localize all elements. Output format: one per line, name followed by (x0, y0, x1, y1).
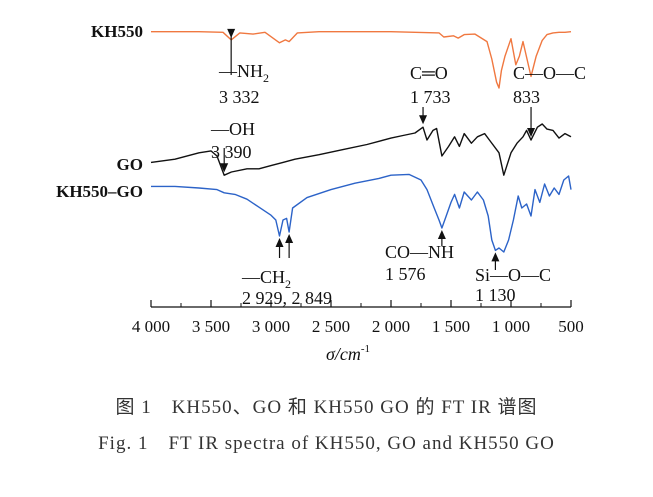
peak-group-label: —NH2 (218, 61, 269, 85)
x-tick-label: 3 000 (252, 317, 290, 336)
peak-wavenumber-label: 1 576 (385, 264, 426, 284)
x-axis: 4 000 3 500 3 000 2 500 2 000 1 500 1 000 500 (132, 300, 584, 336)
peak-wavenumber-label: 1 130 (475, 285, 516, 305)
series-label-2: GO (117, 155, 143, 174)
x-tick-label: 1 000 (492, 317, 530, 336)
peak-wavenumber-label: 2 929, 2 849 (242, 288, 332, 308)
peak-group-label: C—O—C (513, 63, 586, 83)
peak-group-label: —OH (210, 119, 255, 139)
x-tick-label: 500 (558, 317, 584, 336)
figure-caption-english: Fig. 1 FT IR spectra of KH550, GO and KH… (98, 433, 555, 454)
series-label-1: KH550 (91, 22, 143, 41)
peak-arrow-head (285, 234, 294, 243)
figure-caption-chinese: 图 1 KH550、GO 和 KH550 GO 的 FT IR 谱图 (115, 397, 538, 418)
peak-arrows (220, 28, 536, 270)
x-tick-label: 4 000 (132, 317, 170, 336)
peak-group-label: CO—NH (385, 242, 454, 262)
x-tick-label: 3 500 (192, 317, 230, 336)
peak-arrow-head (437, 230, 446, 239)
peak-arrow-head (491, 252, 500, 262)
x-axis-label: σ/cm-1 (326, 343, 370, 364)
x-tick-label: 2 000 (372, 317, 410, 336)
peak-group-label: —CH2 (241, 267, 291, 291)
spectra-curves (150, 31, 572, 253)
spectrum-line-2 (150, 123, 572, 176)
peak-group-label: Si—O—C (475, 265, 551, 285)
spectrum-line-1 (151, 31, 572, 89)
peak-arrow-head (527, 128, 536, 137)
x-tick-label: 1 500 (432, 317, 470, 336)
series-label-3: KH550–GO (56, 182, 143, 201)
series-labels: KH550 GO KH550–GO (56, 22, 143, 201)
peak-arrow-head (227, 28, 236, 38)
x-tick-label: 2 500 (312, 317, 350, 336)
peak-wavenumber-label: 833 (513, 87, 540, 107)
peak-wavenumber-label: 3 332 (219, 87, 260, 107)
peak-arrow-head (220, 163, 229, 173)
peak-arrow-head (419, 115, 428, 125)
peak-arrow-head (275, 238, 284, 247)
spectrum-line-3 (151, 173, 572, 253)
peak-wavenumber-label: 1 733 (410, 87, 451, 107)
peak-wavenumber-label: 3 390 (211, 142, 252, 162)
peak-group-label: C═O (410, 63, 448, 83)
